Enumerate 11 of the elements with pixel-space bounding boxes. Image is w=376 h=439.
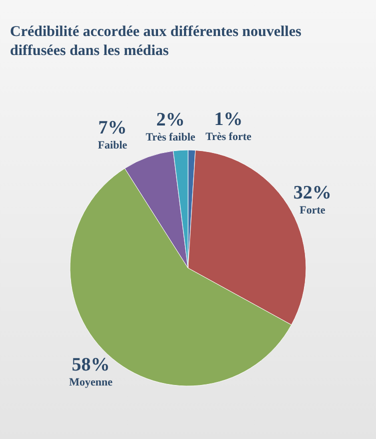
data-label: 32% xyxy=(293,182,332,204)
slice-label: Très forte xyxy=(205,131,252,144)
data-label: 58% xyxy=(72,354,110,376)
slice-label: Moyenne xyxy=(69,376,113,389)
slice-label: Très faible xyxy=(146,131,196,144)
data-label: 7% xyxy=(98,117,127,138)
slice-label: Forte xyxy=(300,204,326,217)
data-label: 1% xyxy=(214,109,243,130)
slice-label: Faible xyxy=(98,139,128,152)
data-label: 2% xyxy=(156,109,185,130)
chart-title: Crédibilité accordée aux différentes nouvelles diffusées dans les médias xyxy=(10,24,302,59)
